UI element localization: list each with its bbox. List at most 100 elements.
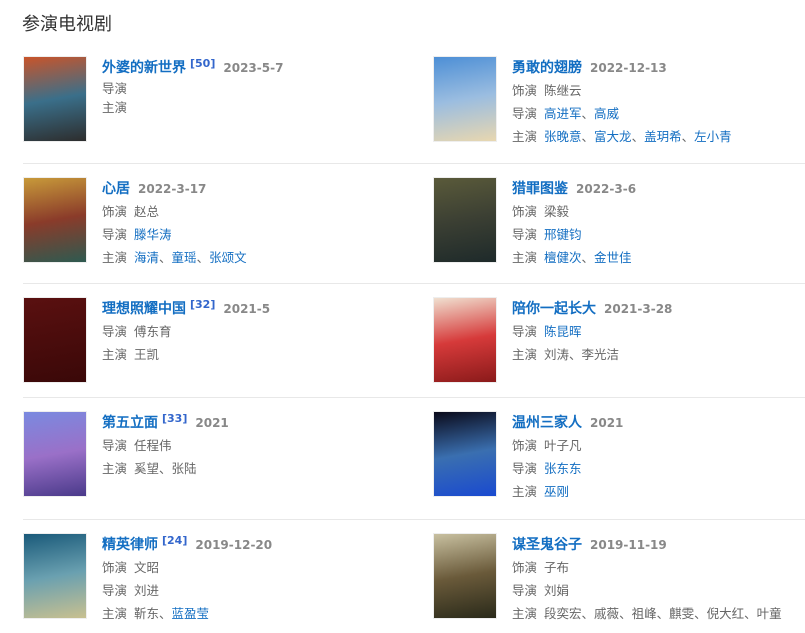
series-item: 陪你一起长大 2021-3-28 导演 陈昆晖 主演 刘涛、李光洁: [433, 284, 805, 397]
director-line: 导演 高进军、高威: [512, 102, 732, 125]
poster-image[interactable]: [433, 177, 497, 263]
cast-line: 主演 段奕宏、戚薇、祖峰、麒雯、倪大红、叶童: [512, 602, 782, 625]
director-line: 导演 傅东育: [102, 320, 270, 343]
series-item: 精英律师 [24] 2019-12-20 饰演 文昭 导演 刘进 主演 靳东、蓝盈莹: [23, 520, 433, 621]
separator: 、: [656, 606, 670, 621]
series-title-link[interactable]: 第五立面: [102, 415, 158, 431]
person-link[interactable]: 高威: [594, 106, 620, 121]
poster-image[interactable]: [23, 297, 87, 383]
series-title-link[interactable]: 外婆的新世界: [102, 60, 186, 76]
person-name: 叶童: [756, 606, 782, 621]
person-name: 傅东育: [134, 324, 172, 339]
cast-label: 主演: [102, 100, 128, 115]
person-link[interactable]: 张东东: [544, 461, 582, 476]
series-row: 第五立面 [33] 2021 导演 任程伟 主演 奚望、张陆 温州三家人 2021 饰演 叶子凡 导演…: [23, 398, 805, 520]
title-line: 精英律师 [24] 2019-12-20: [102, 534, 272, 556]
person-name: 梁毅: [544, 204, 570, 219]
person-link[interactable]: 张颂文: [209, 250, 247, 265]
role-label: 饰演: [512, 204, 538, 219]
poster-image[interactable]: [433, 297, 497, 383]
person-name: 张陆: [171, 461, 197, 476]
person-link[interactable]: 蓝盈莹: [171, 606, 210, 621]
release-date: 2021-5: [223, 302, 271, 316]
separator: 、: [694, 606, 707, 621]
director-label: 导演: [512, 461, 538, 476]
series-info: 外婆的新世界 [50] 2023-5-7 导演 主演: [102, 56, 283, 163]
title-line: 心居 2022-3-17: [102, 178, 247, 200]
series-item: 心居 2022-3-17 饰演 赵总 导演 滕华涛 主演 海清、童瑶、张颂文: [23, 164, 433, 283]
title-line: 陪你一起长大 2021-3-28: [512, 298, 672, 320]
poster-image[interactable]: [433, 411, 497, 497]
citation-ref-link[interactable]: [24]: [162, 534, 188, 547]
person-link[interactable]: 海清: [134, 250, 160, 265]
person-link[interactable]: 左小青: [694, 129, 732, 144]
series-item: 外婆的新世界 [50] 2023-5-7 导演 主演: [23, 43, 433, 163]
release-date: 2021: [590, 416, 624, 430]
poster-image[interactable]: [433, 533, 497, 619]
director-line: 导演 刘进: [102, 579, 272, 602]
person-link[interactable]: 富大龙: [594, 129, 632, 144]
release-date: 2021-3-28: [604, 302, 673, 316]
person-link[interactable]: 邢键钧: [544, 227, 582, 242]
person-link[interactable]: 张晚意: [544, 129, 582, 144]
role-label: 饰演: [102, 204, 128, 219]
director-label: 导演: [102, 227, 128, 242]
person-link[interactable]: 滕华涛: [134, 227, 172, 242]
role-line: 饰演 陈继云: [512, 79, 732, 102]
release-date: 2022-12-13: [590, 61, 667, 75]
title-line: 谋圣鬼谷子 2019-11-19: [512, 534, 782, 556]
poster-image[interactable]: [23, 56, 87, 142]
series-title-link[interactable]: 温州三家人: [512, 415, 582, 431]
person-link[interactable]: 高进军: [544, 106, 582, 121]
title-line: 第五立面 [33] 2021: [102, 412, 229, 434]
series-title-link[interactable]: 精英律师: [102, 537, 158, 553]
cast-line: 主演 檀健次、金世佳: [512, 246, 636, 269]
series-title-link[interactable]: 理想照耀中国: [102, 301, 186, 317]
series-item: 谋圣鬼谷子 2019-11-19 饰演 子布 导演 刘娟 主演 段奕宏、戚薇、祖峰、麒雯、倪大…: [433, 520, 805, 621]
citation-ref-link[interactable]: [33]: [162, 412, 188, 425]
poster-image[interactable]: [23, 533, 87, 619]
series-info: 陪你一起长大 2021-3-28 导演 陈昆晖 主演 刘涛、李光洁: [512, 297, 672, 397]
director-label: 导演: [102, 438, 128, 453]
series-info: 理想照耀中国 [32] 2021-5 导演 傅东育 主演 王凯: [102, 297, 270, 397]
series-title-link[interactable]: 谋圣鬼谷子: [512, 537, 582, 553]
title-line: 猎罪图鉴 2022-3-6: [512, 178, 636, 200]
person-link[interactable]: 巫刚: [544, 484, 570, 499]
director-line: 导演 刘娟: [512, 579, 782, 602]
role-line: 饰演 叶子凡: [512, 434, 623, 457]
poster-image[interactable]: [433, 56, 497, 142]
person-name: 奚望: [134, 461, 160, 476]
person-name: 王凯: [134, 347, 160, 362]
person-link[interactable]: 檀健次: [544, 250, 582, 265]
poster-image[interactable]: [23, 411, 87, 497]
person-name: 戚薇: [594, 606, 620, 621]
separator: 、: [581, 129, 595, 144]
poster-image[interactable]: [23, 177, 87, 263]
series-item: 猎罪图鉴 2022-3-6 饰演 梁毅 导演 邢键钧 主演 檀健次、金世佳: [433, 164, 805, 283]
person-link[interactable]: 陈昆晖: [544, 324, 582, 339]
director-line: 导演 任程伟: [102, 434, 229, 457]
person-link[interactable]: 盖玥希: [644, 129, 682, 144]
person-link[interactable]: 童瑶: [171, 250, 197, 265]
separator: 、: [631, 129, 645, 144]
director-label: 导演: [512, 227, 538, 242]
series-title-link[interactable]: 心居: [102, 181, 130, 197]
title-line: 外婆的新世界 [50] 2023-5-7: [102, 57, 283, 79]
separator: 、: [159, 606, 172, 621]
series-title-link[interactable]: 勇敢的翅膀: [512, 60, 582, 76]
role-label: 饰演: [102, 560, 128, 575]
separator: 、: [581, 250, 595, 265]
series-title-link[interactable]: 陪你一起长大: [512, 301, 596, 317]
cast-label: 主演: [102, 250, 128, 265]
person-link[interactable]: 金世佳: [594, 250, 632, 265]
series-title-link[interactable]: 猎罪图鉴: [512, 181, 568, 197]
person-name: 靳东: [134, 606, 160, 621]
director-label: 导演: [512, 583, 538, 598]
director-line: 导演: [102, 79, 283, 98]
role-line: 饰演 文昭: [102, 556, 272, 579]
person-name: 赵总: [134, 204, 160, 219]
role-line: 饰演 梁毅: [512, 200, 636, 223]
title-line: 温州三家人 2021: [512, 412, 623, 434]
citation-ref-link[interactable]: [50]: [190, 57, 216, 70]
citation-ref-link[interactable]: [32]: [190, 298, 216, 311]
